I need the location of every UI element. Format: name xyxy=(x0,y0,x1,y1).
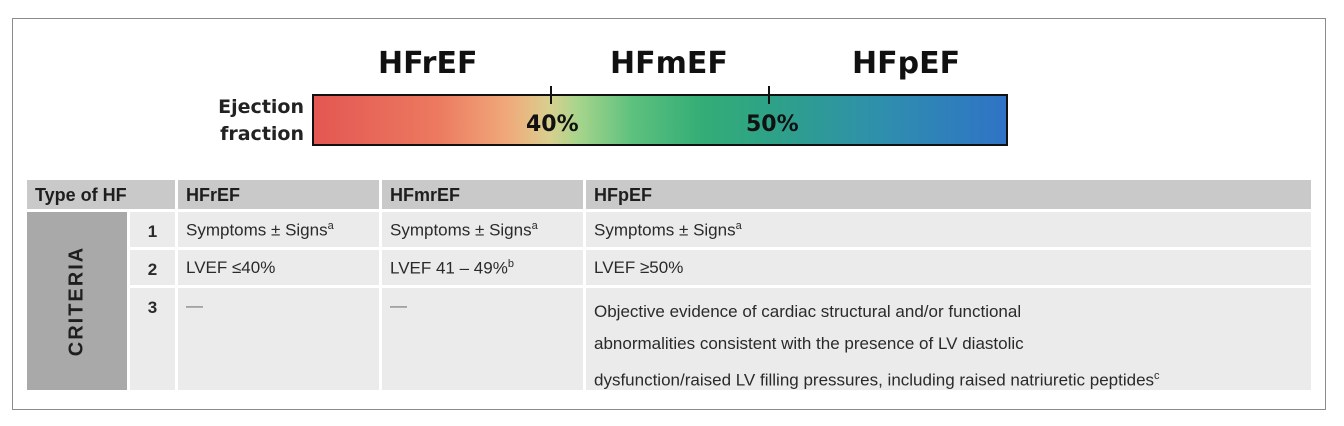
ejection-fraction-gradient-bar xyxy=(312,94,1008,146)
row-1-number: 1 xyxy=(130,212,175,247)
row-3-hfpef-line3: dysfunction/raised LV filling pressures,… xyxy=(594,370,1160,390)
tick-label-40: 40% xyxy=(526,112,579,137)
criteria-side-label: CRITERIA xyxy=(27,212,127,390)
tick-label-50: 50% xyxy=(746,112,799,137)
row-1-hfmref: Symptoms ± Signsa xyxy=(382,212,583,247)
tick-40 xyxy=(550,86,552,104)
tick-50 xyxy=(768,86,770,104)
header-hfmref: HFmrEF xyxy=(382,180,583,209)
row-2-number: 2 xyxy=(130,250,175,285)
header-hfref: HFrEF xyxy=(178,180,379,209)
heading-hfref: HFrEF xyxy=(378,46,478,81)
ef-label-line1: Ejection xyxy=(218,96,304,118)
row-3-hfpef-line2: abnormalities consistent with the presen… xyxy=(594,334,1024,353)
row-3-number: 3 xyxy=(130,288,175,390)
heading-hfpef: HFpEF xyxy=(852,46,961,81)
ejection-fraction-label: Ejection fraction xyxy=(200,94,304,148)
row-3-hfpef-line1: Objective evidence of cardiac structural… xyxy=(594,302,1022,321)
row-2-hfpef: LVEF ≥50% xyxy=(586,250,1311,285)
heading-hfmef: HFmEF xyxy=(610,46,728,81)
row-1-hfref: Symptoms ± Signsa xyxy=(178,212,379,247)
ef-label-line2: fraction xyxy=(220,123,304,145)
row-3-hfref: — xyxy=(178,288,379,390)
row-3-hfmref: — xyxy=(382,288,583,390)
row-2-hfref: LVEF ≤40% xyxy=(178,250,379,285)
row-2-hfmref: LVEF 41 – 49%b xyxy=(382,250,583,285)
header-type-of-hf: Type of HF xyxy=(27,180,175,209)
figure-frame xyxy=(12,18,1326,410)
row-1-hfpef: Symptoms ± Signsa xyxy=(586,212,1311,247)
row-3-hfpef: Objective evidence of cardiac structural… xyxy=(586,288,1311,390)
header-hfpef: HFpEF xyxy=(586,180,1311,209)
criteria-text: CRITERIA xyxy=(65,245,88,357)
